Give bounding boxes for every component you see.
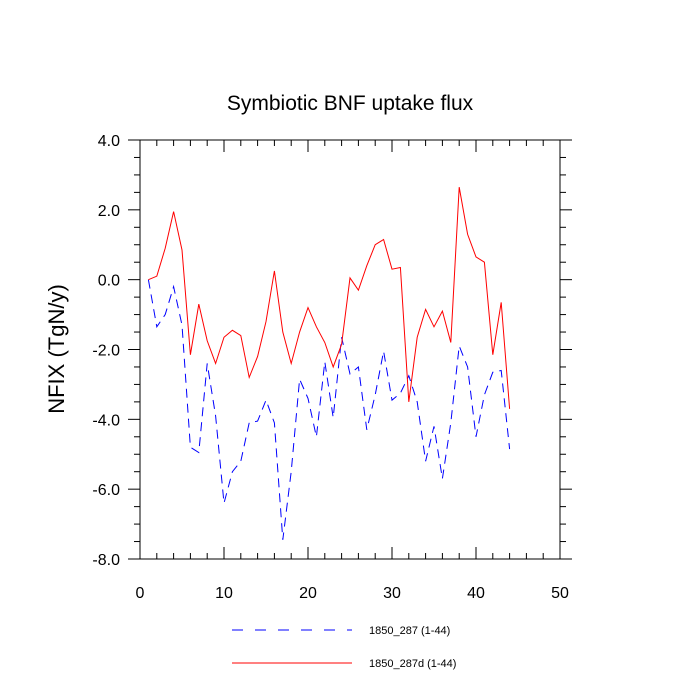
x-tick-label: 50 <box>551 585 569 602</box>
chart-title: Symbiotic BNF uptake flux <box>227 92 474 115</box>
y-axis-label: NFIX (TgN/y) <box>44 284 69 414</box>
x-tick-label: 30 <box>383 585 401 602</box>
x-tick-label: 10 <box>215 585 233 602</box>
legend: 1850_287 (1-44) 1850_287d (1-44) <box>232 625 456 670</box>
y-tick-label: 4.0 <box>98 133 120 150</box>
series-lines <box>147 187 511 540</box>
y-tick-label: -2.0 <box>92 343 120 360</box>
legend-label-1: 1850_287 (1-44) <box>369 625 450 637</box>
x-tick-label: 20 <box>299 585 317 602</box>
series-line-1 <box>147 279 511 540</box>
y-tick-label: 0.0 <box>98 273 120 290</box>
y-tick-label: -6.0 <box>92 482 120 499</box>
x-tick-label: 0 <box>136 585 145 602</box>
x-tick-label: 40 <box>467 585 485 602</box>
y-tick-label: -4.0 <box>92 412 120 429</box>
plot-frame <box>139 139 561 560</box>
axis-ticks <box>128 139 572 560</box>
y-tick-label: -8.0 <box>92 552 120 569</box>
y-tick-label: 2.0 <box>98 203 120 220</box>
legend-label-2: 1850_287d (1-44) <box>369 658 456 670</box>
series-line-2 <box>148 187 511 409</box>
axis-tick-labels: 0 10 20 30 40 50 -8.0 -6.0 -4.0 -2.0 0.0 2.0 4.0 <box>92 133 569 602</box>
